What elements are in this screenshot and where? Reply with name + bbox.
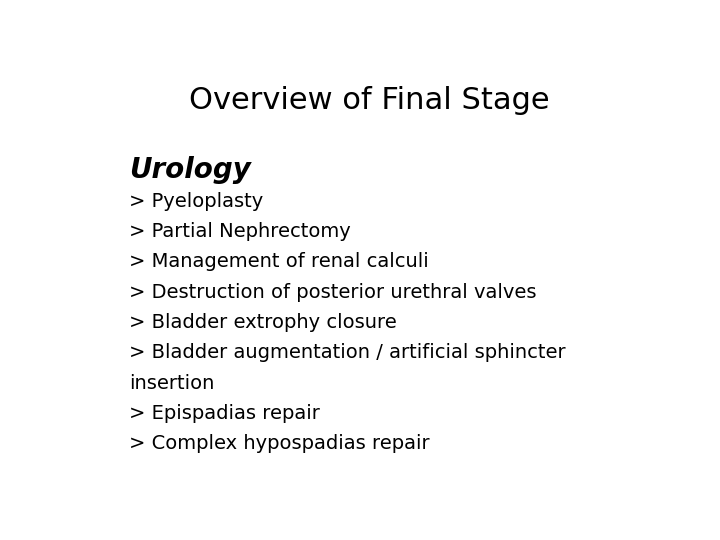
Text: > Pyeloplasty: > Pyeloplasty [129, 192, 264, 211]
Text: insertion: insertion [129, 374, 215, 393]
Text: > Destruction of posterior urethral valves: > Destruction of posterior urethral valv… [129, 282, 536, 302]
Text: > Epispadias repair: > Epispadias repair [129, 404, 320, 423]
Text: Overview of Final Stage: Overview of Final Stage [189, 85, 549, 114]
Text: > Management of renal calculi: > Management of renal calculi [129, 252, 429, 271]
Text: > Partial Nephrectomy: > Partial Nephrectomy [129, 222, 351, 241]
Text: > Bladder augmentation / artificial sphincter: > Bladder augmentation / artificial sphi… [129, 343, 566, 362]
Text: > Bladder extrophy closure: > Bladder extrophy closure [129, 313, 397, 332]
Text: Urology: Urology [129, 156, 251, 184]
Text: > Complex hypospadias repair: > Complex hypospadias repair [129, 435, 430, 454]
